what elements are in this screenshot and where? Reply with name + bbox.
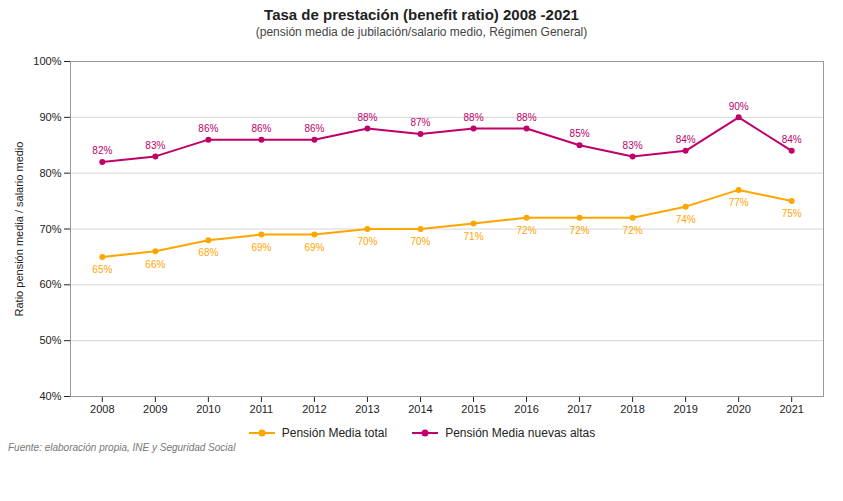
svg-text:70%: 70% bbox=[410, 236, 430, 247]
svg-text:71%: 71% bbox=[464, 231, 484, 242]
svg-text:100%: 100% bbox=[33, 55, 61, 67]
html-text:Tasa de prestación (benefit ra: Tasa de prestación (benefit ratio) 2008 … bbox=[264, 6, 579, 23]
svg-text:72%: 72% bbox=[517, 225, 537, 236]
html-text:Fuente: elaboración propia, IN: Fuente: elaboración propia, INE y Seguri… bbox=[8, 442, 236, 453]
svg-text:90%: 90% bbox=[39, 111, 61, 123]
svg-text:82%: 82% bbox=[92, 145, 112, 156]
svg-text:80%: 80% bbox=[39, 167, 61, 179]
svg-text:2010: 2010 bbox=[196, 403, 220, 415]
svg-text:69%: 69% bbox=[251, 242, 271, 253]
svg-text:2009: 2009 bbox=[143, 403, 167, 415]
svg-text:75%: 75% bbox=[782, 208, 802, 219]
svg-text:70%: 70% bbox=[357, 236, 377, 247]
svg-text:2012: 2012 bbox=[302, 403, 326, 415]
svg-text:86%: 86% bbox=[251, 123, 271, 134]
svg-text:Ratio pensión media / salario: Ratio pensión media / salario medio bbox=[13, 142, 25, 317]
svg-text:88%: 88% bbox=[357, 112, 377, 123]
svg-text:84%: 84% bbox=[676, 134, 696, 145]
html-text:Pensión Media total: Pensión Media total bbox=[281, 426, 388, 440]
svg-text:77%: 77% bbox=[729, 197, 749, 208]
svg-text:86%: 86% bbox=[304, 123, 324, 134]
svg-text:88%: 88% bbox=[464, 112, 484, 123]
svg-text:40%: 40% bbox=[39, 390, 61, 402]
svg-text:65%: 65% bbox=[92, 264, 112, 275]
svg-text:66%: 66% bbox=[145, 259, 165, 270]
svg-text:83%: 83% bbox=[145, 140, 165, 151]
svg-text:90%: 90% bbox=[729, 101, 749, 112]
html-text:(pensión media de jubilación/s: (pensión media de jubilación/salario med… bbox=[255, 25, 588, 39]
svg-text:2017: 2017 bbox=[567, 403, 591, 415]
svg-text:60%: 60% bbox=[39, 278, 61, 290]
svg-text:87%: 87% bbox=[410, 117, 430, 128]
svg-text:2014: 2014 bbox=[408, 403, 432, 415]
svg-text:83%: 83% bbox=[623, 140, 643, 151]
svg-text:74%: 74% bbox=[676, 214, 696, 225]
svg-text:88%: 88% bbox=[517, 112, 537, 123]
svg-text:85%: 85% bbox=[570, 128, 590, 139]
svg-text:2020: 2020 bbox=[726, 403, 750, 415]
svg-text:69%: 69% bbox=[304, 242, 324, 253]
svg-text:2013: 2013 bbox=[355, 403, 379, 415]
svg-text:72%: 72% bbox=[623, 225, 643, 236]
svg-text:2018: 2018 bbox=[620, 403, 644, 415]
svg-text:2016: 2016 bbox=[514, 403, 538, 415]
svg-text:68%: 68% bbox=[198, 247, 218, 258]
svg-text:2011: 2011 bbox=[250, 403, 274, 415]
svg-text:2019: 2019 bbox=[673, 403, 697, 415]
svg-text:86%: 86% bbox=[198, 123, 218, 134]
svg-text:2021: 2021 bbox=[779, 403, 803, 415]
svg-text:2008: 2008 bbox=[90, 403, 114, 415]
svg-text:50%: 50% bbox=[39, 334, 61, 346]
svg-text:2015: 2015 bbox=[461, 403, 485, 415]
svg-text:84%: 84% bbox=[782, 134, 802, 145]
svg-text:72%: 72% bbox=[570, 225, 590, 236]
svg-text:70%: 70% bbox=[39, 223, 61, 235]
html-text:Pensión Media nuevas altas: Pensión Media nuevas altas bbox=[445, 426, 596, 440]
